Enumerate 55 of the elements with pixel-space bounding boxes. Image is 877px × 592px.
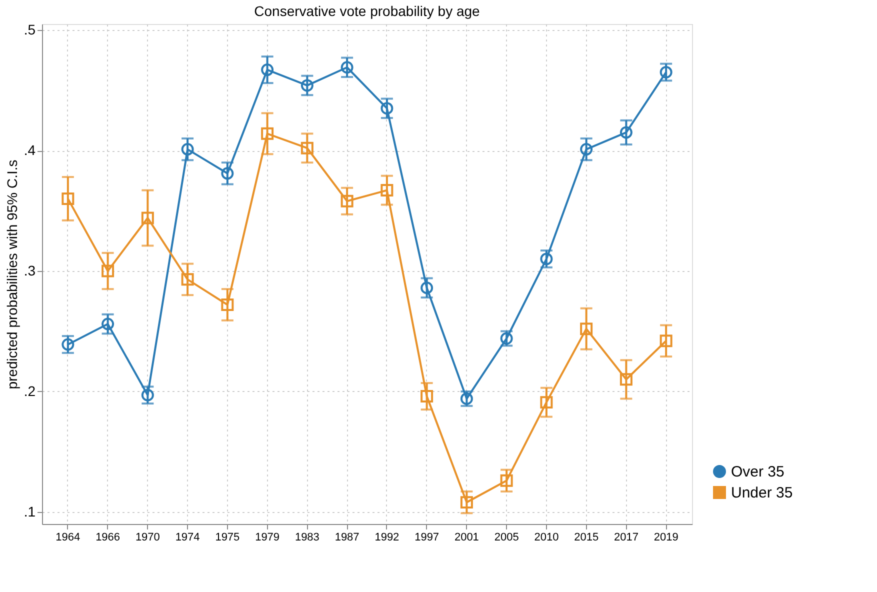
point: [620, 126, 632, 139]
point: [300, 79, 314, 92]
y-tick-label: .5: [24, 22, 36, 38]
x-tick-label: 2010: [534, 532, 559, 544]
x-tick-label: 1966: [96, 532, 120, 544]
x-tick-label: 1975: [215, 532, 240, 544]
x-tick-label: 1979: [255, 532, 280, 544]
point: [660, 334, 672, 348]
x-tick-label: 2015: [574, 532, 599, 544]
point: [540, 252, 553, 266]
x-tick-label: 1974: [175, 532, 200, 544]
y-tick-label: .3: [24, 262, 36, 278]
x-tick-label: 1992: [374, 532, 400, 544]
point: [141, 212, 154, 224]
point: [420, 390, 434, 403]
point: [141, 388, 154, 402]
x-tick-label: 2017: [614, 532, 638, 544]
point: [221, 298, 234, 311]
point: [460, 496, 473, 509]
point: [540, 396, 553, 409]
x-tick-label: 2001: [454, 532, 479, 544]
point: [340, 61, 354, 74]
point: [102, 264, 114, 278]
point: [181, 273, 194, 286]
x-tick-label: 1983: [294, 532, 320, 544]
x-tick-label: 2019: [654, 532, 678, 544]
point: [380, 184, 394, 197]
legend-label: Over 35: [731, 464, 784, 480]
y-tick-label: .1: [24, 503, 36, 520]
point: [62, 338, 74, 351]
y-axis-title: predicted probabilities with 95% C.I.s: [4, 160, 20, 390]
point: [340, 194, 354, 208]
point: [580, 322, 593, 336]
point: [660, 66, 672, 78]
point: [500, 474, 513, 487]
x-tick-label: 1970: [135, 532, 160, 544]
chart-title: Conservative vote probability by age: [254, 3, 480, 20]
point: [380, 102, 394, 115]
y-tick-label: .4: [24, 142, 36, 158]
point: [620, 373, 632, 386]
point: [261, 127, 274, 140]
y-tick-label: .2: [24, 382, 36, 399]
point: [261, 64, 274, 76]
point: [580, 143, 593, 156]
point: [221, 167, 234, 180]
point: [102, 318, 114, 330]
x-tick-label: 1987: [334, 532, 360, 544]
x-tick-label: 1997: [414, 532, 440, 544]
point: [62, 192, 74, 205]
x-tick-label: 1964: [56, 532, 80, 544]
point: [181, 143, 194, 156]
x-tick-label: 2005: [494, 532, 519, 544]
point: [300, 142, 314, 154]
point: [420, 282, 434, 294]
legend-label: Under 35: [731, 484, 793, 502]
